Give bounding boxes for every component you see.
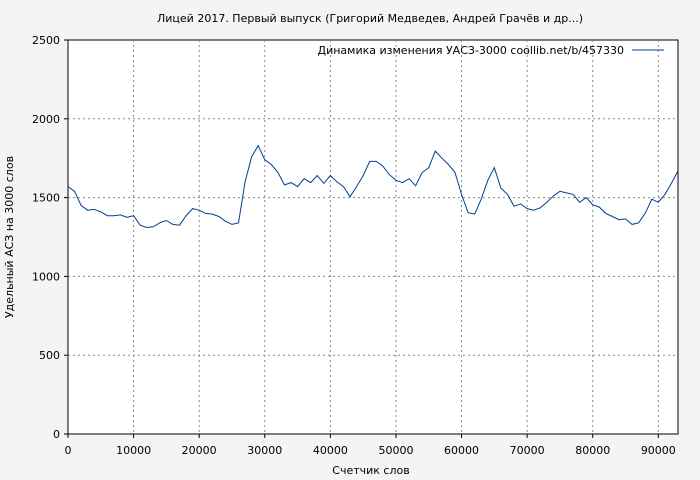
y-tick-label: 500 [39,349,60,362]
series-line-0 [67,144,679,229]
y-tick-label: 2500 [32,34,60,47]
y-tick-label: 2000 [32,113,60,126]
y-axis-label: Удельный АСЗ на 3000 слов [3,156,16,318]
x-axis-label: Счетчик слов [332,464,409,477]
x-tick-label: 40000 [313,444,348,457]
x-tick-label: 90000 [641,444,676,457]
y-tick-label: 0 [53,428,60,441]
grid-lines [68,40,678,434]
legend-label: Динамика изменения УАСЗ-3000 coollib.net… [318,44,625,57]
x-tick-label: 0 [65,444,72,457]
x-tick-label: 60000 [444,444,479,457]
x-tick-label: 20000 [182,444,217,457]
x-tick-label: 70000 [510,444,545,457]
chart-title: Лицей 2017. Первый выпуск (Григорий Медв… [157,12,583,25]
x-tick-label: 50000 [378,444,413,457]
y-tick-label: 1000 [32,270,60,283]
series-layer [67,144,679,229]
x-tick-label: 80000 [575,444,610,457]
legend: Динамика изменения УАСЗ-3000 coollib.net… [318,44,664,57]
x-axis-ticks: 0 10000 20000 30000 40000 50000 60000 70000 8000… [65,434,676,457]
x-tick-label: 30000 [247,444,282,457]
x-tick-label: 10000 [116,444,151,457]
y-axis-ticks: 0 500 1000 1500 2000 2500 [32,34,68,441]
y-tick-label: 1500 [32,192,60,205]
plot-area [67,39,679,435]
